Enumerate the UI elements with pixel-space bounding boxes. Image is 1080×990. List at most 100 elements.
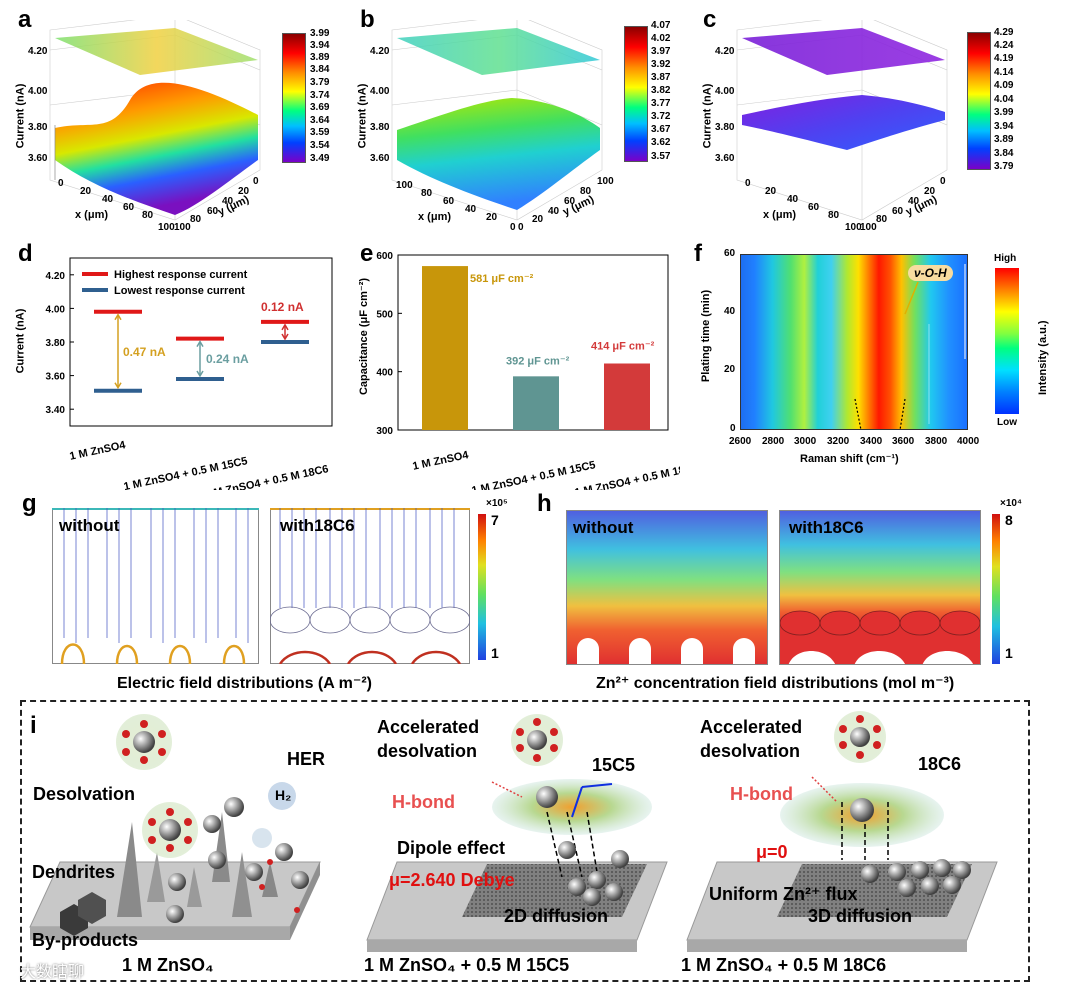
panel-a-ztick: 3.80 xyxy=(28,122,48,133)
y-tick-label: 3.60 xyxy=(46,372,66,383)
panel-c-cbar-tick: 4.29 xyxy=(994,27,1014,38)
panel-c-xtick: 100 xyxy=(845,222,862,233)
panel-c-ytick: 100 xyxy=(860,222,877,233)
panel-f-cbar-high: High xyxy=(994,253,1017,264)
arrow-head xyxy=(114,382,122,390)
h-left-bump xyxy=(577,638,599,664)
scheme-right-diffusion: 3D diffusion xyxy=(808,906,912,926)
y-tick-label: 500 xyxy=(376,309,393,320)
panel-b-cbar-tick: 4.02 xyxy=(651,33,671,44)
panel-g-caption: Electric field distributions (A m⁻²) xyxy=(117,675,372,692)
panel-h-label: h xyxy=(537,490,552,517)
panel-c-ztick: 3.60 xyxy=(715,153,735,164)
panel-c-cbar-tick: 4.14 xyxy=(994,67,1014,78)
panel-b-ytick: 20 xyxy=(532,214,544,225)
panel-f-xtick: 2600 xyxy=(729,436,752,447)
panel-b-xlabel: x (μm) xyxy=(418,211,452,223)
panel-b-cbar-tick: 3.62 xyxy=(651,137,671,148)
scheme-right-title1: Accelerated xyxy=(700,717,803,737)
panel-f-xtick: 3400 xyxy=(860,436,883,447)
panel-f-xtick: 2800 xyxy=(762,436,785,447)
panel-c-zlabel: Current (nA) xyxy=(701,83,714,149)
y-tick-label: 600 xyxy=(376,251,393,262)
panel-a-ytick: 20 xyxy=(238,186,250,197)
panel-a-cbar-tick: 3.89 xyxy=(310,52,330,63)
panel-b-zlabel: Current (nA) xyxy=(356,83,369,149)
panel-c-xtick: 60 xyxy=(808,202,820,213)
bar-value-label: 414 μF cm⁻² xyxy=(591,341,655,353)
panel-h-cbar-exp: ×10⁴ xyxy=(1000,498,1022,509)
y-tick-label: 3.40 xyxy=(46,405,66,416)
scheme-mid-mu: μ=2.640 Debye xyxy=(389,870,515,890)
capacitance-bar xyxy=(422,266,468,430)
panel-a-ytick: 0 xyxy=(253,176,259,187)
panel-c-ytick: 20 xyxy=(924,186,936,197)
panel-f-cbar-title: Intensity (a.u.) xyxy=(1037,320,1049,395)
panel-b-xtick: 60 xyxy=(443,196,455,207)
panel-a-cbar-tick: 3.84 xyxy=(310,64,330,75)
panel-b-cbar-tick: 3.92 xyxy=(651,59,671,70)
panel-b-xtick: 100 xyxy=(396,180,413,191)
panel-c-ztick: 4.20 xyxy=(715,46,735,57)
panel-i-frame xyxy=(20,700,1030,982)
panel-b-label: b xyxy=(360,6,375,33)
panel-f-xtick: 3200 xyxy=(827,436,850,447)
panel-c-xtick: 40 xyxy=(787,194,799,205)
panel-a-label: a xyxy=(18,6,32,33)
arrow-head xyxy=(281,333,289,341)
panel-c-ztick: 3.80 xyxy=(715,122,735,133)
panel-h-colorbar xyxy=(992,514,1000,664)
panel-h-left-title: without xyxy=(573,518,634,537)
difference-label: 0.47 nA xyxy=(123,345,166,359)
panel-c-colorbar xyxy=(967,32,991,170)
panel-c-xtick: 20 xyxy=(765,186,777,197)
panel-b-ztick: 3.60 xyxy=(370,153,390,164)
scheme-mid-caption: 1 M ZnSO₄ + 0.5 M 15C5 xyxy=(364,955,570,975)
panel-g-cbar-exp: ×10⁵ xyxy=(486,498,508,509)
panel-a-cbar-tick: 3.99 xyxy=(310,28,330,39)
scheme-mid-molecule: 15C5 xyxy=(592,755,636,775)
panel-a-xtick: 20 xyxy=(80,186,92,197)
panel-f-overlay xyxy=(854,264,966,430)
panel-f-xtick: 3600 xyxy=(892,436,915,447)
panel-c-cbar-tick: 4.19 xyxy=(994,53,1014,64)
scheme-byproducts: By-products xyxy=(32,930,139,950)
panel-a-colorbar xyxy=(282,33,306,163)
panel-a-cbar-tick: 3.54 xyxy=(310,140,330,151)
panel-h-cbar-min: 1 xyxy=(1005,645,1013,661)
panel-f-ytick: 0 xyxy=(730,423,736,434)
panel-g-cbar-max: 7 xyxy=(491,512,499,528)
scheme-dendrites: Dendrites xyxy=(32,862,116,882)
panel-g-right-title: with18C6 xyxy=(280,516,355,535)
panel-a-xtick: 0 xyxy=(58,178,64,189)
panel-a-ytick: 40 xyxy=(222,196,234,207)
panel-a-ytick: 100 xyxy=(174,222,191,233)
panel-b-cbar-tick: 3.67 xyxy=(651,124,671,135)
panel-b-surface xyxy=(391,20,603,221)
panel-b-ytick: 80 xyxy=(580,186,592,197)
scheme-her: HER xyxy=(287,749,326,769)
panel-c-ytick: 60 xyxy=(892,206,904,217)
scheme-right-molecule: 18C6 xyxy=(918,754,962,774)
panel-a-cbar-tick: 3.59 xyxy=(310,127,330,138)
panel-b-cbar-tick: 3.77 xyxy=(651,98,671,109)
arrow-head xyxy=(114,313,122,321)
scheme-mid-title2: desolvation xyxy=(377,741,478,761)
panel-a-ztick: 4.20 xyxy=(28,46,48,57)
panel-g-label: g xyxy=(22,490,37,517)
scheme-right-title2: desolvation xyxy=(700,741,801,761)
panel-b-cbar-tick: 3.97 xyxy=(651,46,671,57)
panel-g-left-field xyxy=(52,508,259,664)
panel-b-xtick: 0 xyxy=(510,222,516,233)
panel-b-xtick: 20 xyxy=(486,212,498,223)
arrow-head xyxy=(196,340,204,348)
panel-c-cbar-tick: 3.84 xyxy=(994,148,1014,159)
panel-b-cbar-tick: 3.72 xyxy=(651,111,671,122)
panel-a-ztick: 4.00 xyxy=(28,86,48,97)
panel-a-cbar-tick: 3.79 xyxy=(310,77,330,88)
bar-value-label: 392 μF cm⁻² xyxy=(506,355,570,367)
panel-b-ztick: 3.80 xyxy=(370,122,390,133)
panel-f-colorbar xyxy=(995,268,1019,414)
panel-h-right-title: with18C6 xyxy=(789,518,864,537)
panel-f-ytick: 60 xyxy=(724,248,736,259)
